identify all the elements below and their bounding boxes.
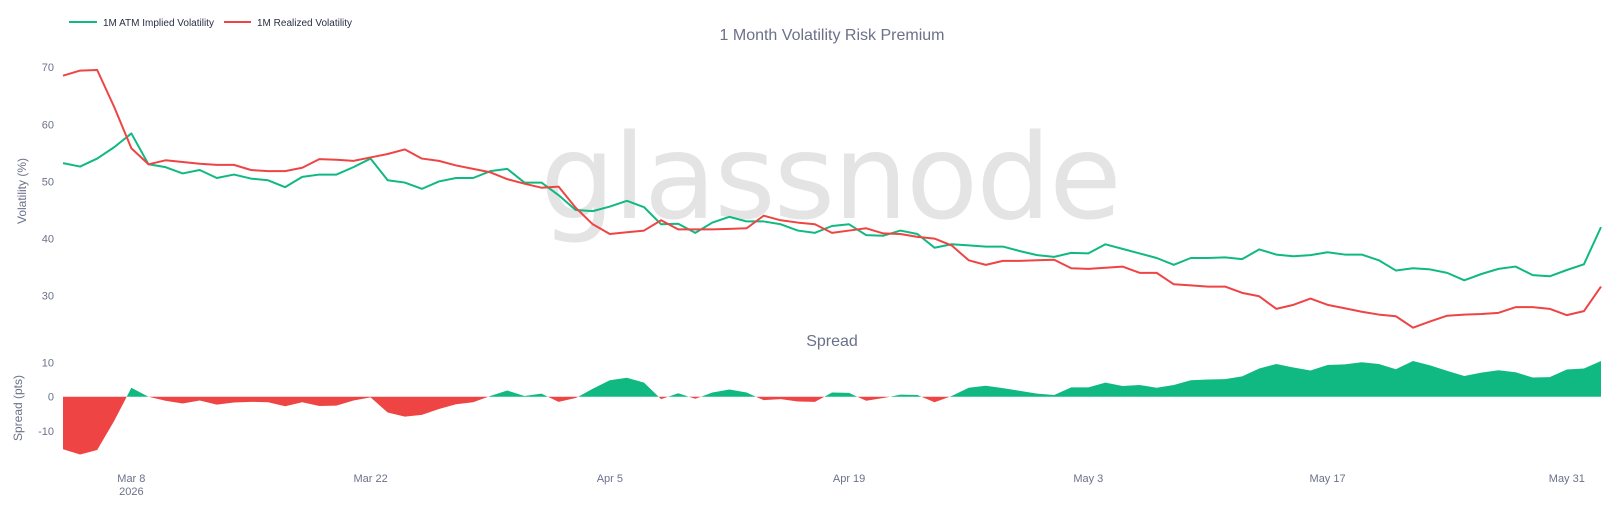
spread-negative-area xyxy=(63,396,127,455)
top-y-tick-label: 40 xyxy=(42,234,54,246)
spread-positive-area xyxy=(488,390,548,397)
implied-volatility-line xyxy=(62,132,1602,282)
bottom-y-tick-label: 0 xyxy=(48,392,54,404)
spread-positive-area xyxy=(126,387,149,397)
volatility-lines xyxy=(62,69,1602,329)
spread-positive-area xyxy=(949,360,1601,397)
legend: 1M ATM Implied Volatility 1M Realized Vo… xyxy=(69,18,352,29)
top-y-tick-label: 60 xyxy=(42,119,54,131)
spread-positive-area xyxy=(700,389,756,397)
chart-title: 1 Month Volatility Risk Premium xyxy=(720,27,945,44)
x-tick-label: Apr 5 xyxy=(597,473,623,485)
top-y-axis: 30 40 50 60 70 xyxy=(42,62,54,303)
x-tick-label: Mar 8 xyxy=(117,473,145,485)
legend-label-realized: 1M Realized Volatility xyxy=(257,18,352,29)
x-tick-label: May 31 xyxy=(1549,473,1585,485)
top-y-tick-label: 50 xyxy=(42,176,54,188)
spread-negative-area xyxy=(658,396,669,400)
spread-negative-area xyxy=(547,396,579,402)
top-y-tick-label: 30 xyxy=(42,291,54,303)
top-y-axis-title: Volatility (%) xyxy=(15,158,29,224)
legend-item-realized[interactable]: 1M Realized Volatility xyxy=(224,18,352,29)
spread-area xyxy=(63,360,1601,455)
bottom-y-tick-label: 10 xyxy=(42,357,54,369)
x-tick-label: May 3 xyxy=(1073,473,1103,485)
bottom-y-axis-title: Spread (pts) xyxy=(11,375,25,441)
spread-negative-area xyxy=(857,396,891,401)
x-tick-label: Mar 22 xyxy=(353,473,387,485)
bottom-y-tick-label: -10 xyxy=(38,426,54,438)
x-tick-label: Apr 19 xyxy=(833,473,865,485)
spread-positive-area xyxy=(668,393,689,397)
realized-volatility-line xyxy=(62,69,1602,329)
legend-item-implied[interactable]: 1M ATM Implied Volatility xyxy=(69,18,214,29)
spread-panel-title: Spread xyxy=(806,333,858,350)
top-y-tick-label: 70 xyxy=(42,62,54,74)
spread-negative-area xyxy=(148,396,489,417)
x-tick-label: May 17 xyxy=(1310,473,1346,485)
watermark: glassnode xyxy=(540,108,1119,246)
spread-negative-area xyxy=(755,396,825,402)
x-tick-year-label: 2026 xyxy=(119,486,143,498)
legend-label-implied: 1M ATM Implied Volatility xyxy=(103,18,214,29)
spread-negative-area xyxy=(688,396,701,399)
bottom-y-axis: -10 0 10 xyxy=(38,357,54,438)
spread-negative-area xyxy=(921,396,950,403)
spread-positive-area xyxy=(578,377,659,397)
spread-positive-area xyxy=(824,392,858,397)
spread-positive-area xyxy=(890,394,922,397)
